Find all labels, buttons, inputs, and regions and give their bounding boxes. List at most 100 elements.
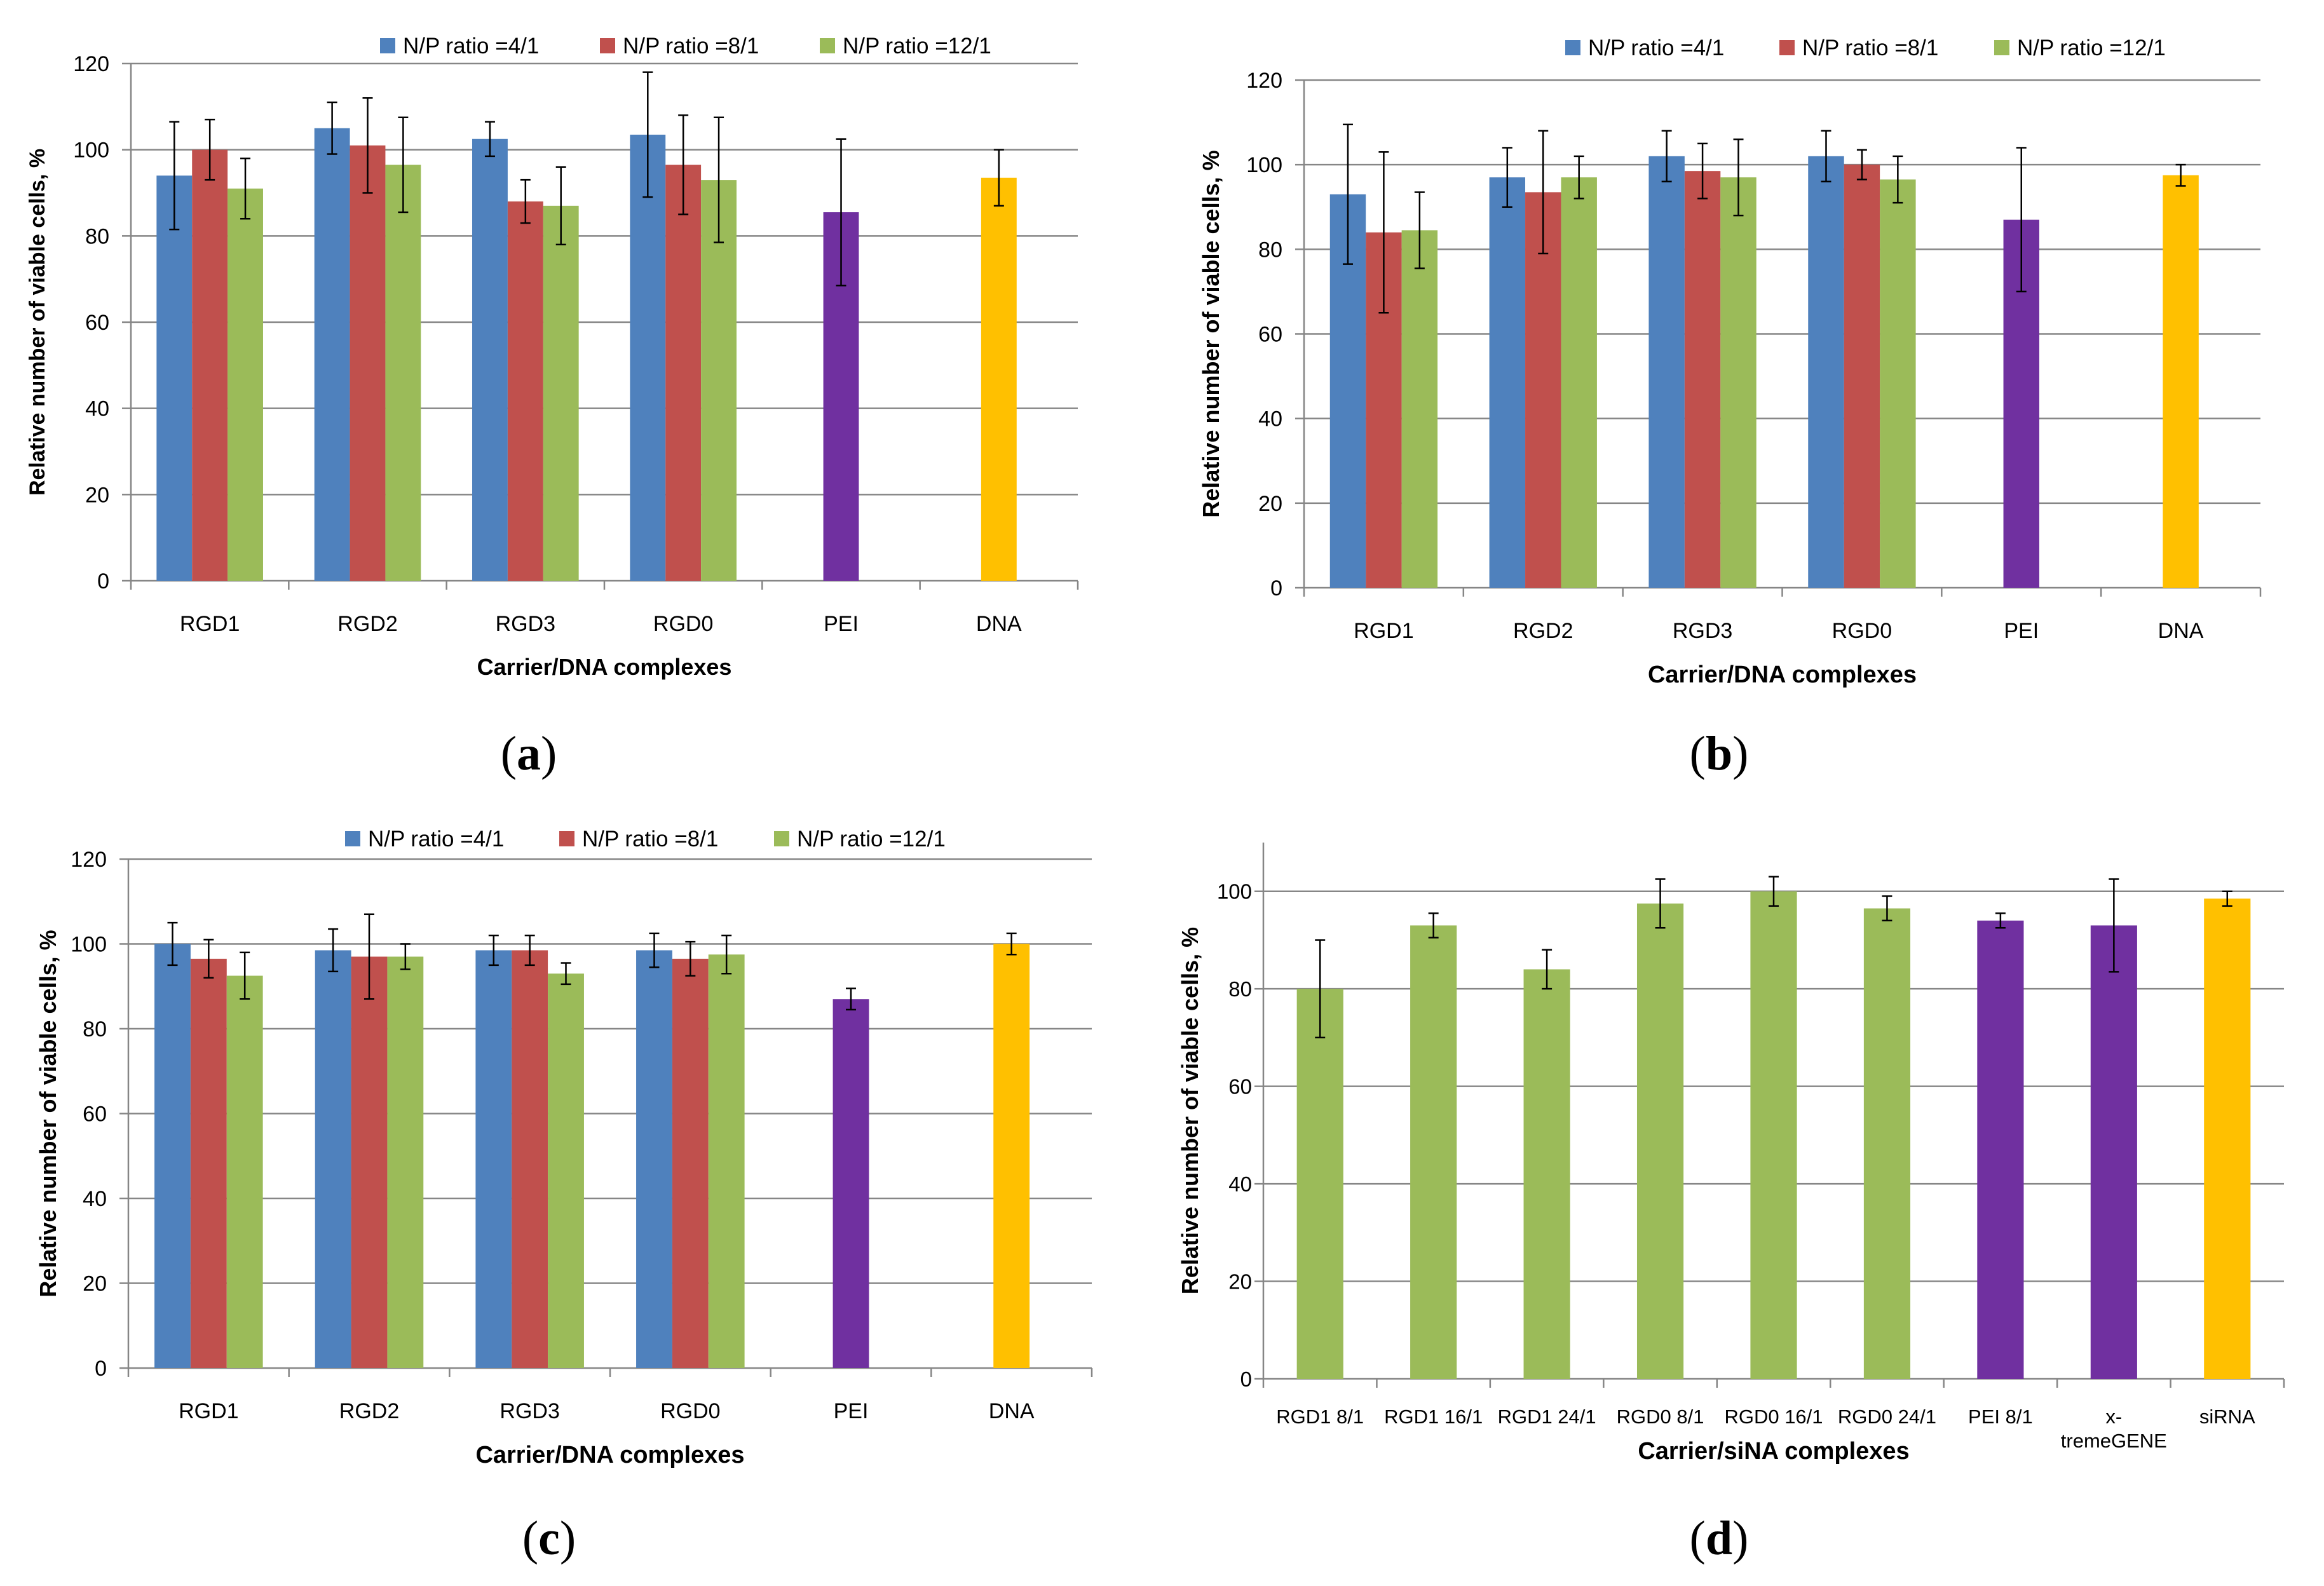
caption-b: (b)	[1689, 727, 1749, 780]
bar	[190, 958, 227, 1368]
legend-label: N/P ratio =8/1	[582, 827, 718, 851]
legend-swatch	[380, 38, 395, 53]
chart-panel-d: 0 20 40 60 80 100 RGD1 8/1 RGD1 16/1 RGD1 24/1 RG…	[1177, 843, 2285, 1465]
y-tick-label: 0	[1270, 576, 1282, 600]
x-tick-label: RGD1 8/1	[1276, 1406, 1364, 1428]
y-tick-label: 80	[83, 1017, 107, 1041]
y-tick-label: 80	[85, 224, 109, 248]
x-tick-label: RGD2	[1513, 619, 1573, 643]
legend-swatch	[774, 831, 789, 846]
x-tick-label: DNA	[2158, 619, 2204, 643]
bar	[981, 177, 1017, 581]
y-tick-label: 120	[1246, 69, 1282, 93]
y-tick-label: 120	[73, 52, 109, 76]
legend-swatch	[600, 38, 615, 53]
x-tick-label: RGD1 16/1	[1384, 1406, 1483, 1428]
x-tick-label: RGD0	[1832, 619, 1892, 643]
x-tick-label: PEI	[2004, 619, 2039, 643]
legend-label: N/P ratio =12/1	[797, 827, 946, 851]
legend-swatch	[1565, 40, 1580, 55]
bar	[1880, 179, 1916, 588]
chart-panel-c: 0 20 40 60 80 100 120 RGD1 RGD2 RGD3 RGD0 PEI DNA N/P…	[35, 827, 1093, 1468]
y-tick-label: 20	[83, 1272, 107, 1296]
bar	[475, 950, 512, 1368]
bar	[1636, 903, 1684, 1379]
bar	[1808, 156, 1844, 588]
x-tick-label: RGD3	[499, 1399, 559, 1423]
bar	[1720, 177, 1757, 588]
y-axis-title: Relative number of viable cells, %	[1198, 150, 1224, 517]
legend-label: N/P ratio =4/1	[403, 34, 539, 58]
y-tick-label: 120	[71, 848, 107, 872]
bar	[1296, 989, 1343, 1379]
x-tick-label: RGD0	[660, 1399, 720, 1423]
bar	[1863, 908, 1911, 1379]
x-tick-label: RGD3	[1673, 619, 1732, 643]
x-tick-label: RGD0 24/1	[1838, 1406, 1936, 1428]
legend-label: N/P ratio =12/1	[843, 34, 991, 58]
x-tick-label: RGD2	[339, 1399, 399, 1423]
bar	[1525, 192, 1561, 588]
x-tick-label: DNA	[989, 1399, 1035, 1423]
x-tick-label: RGD1	[180, 612, 240, 636]
x-tick-label: PEI	[824, 612, 859, 636]
y-axis-title: Relative number of viable cells, %	[35, 930, 61, 1297]
y-tick-label: 100	[71, 933, 107, 957]
bar	[1977, 920, 2024, 1379]
x-tick-label: PEI	[834, 1399, 869, 1423]
y-tick-label: 40	[1228, 1172, 1252, 1196]
chart-panel-b: 0 20 40 60 80 100 120 RGD1 RGD2 RGD3 RGD0 PEI DNA N/P…	[1198, 36, 2262, 688]
y-tick-label: 80	[1258, 238, 1282, 262]
legend-swatch	[345, 831, 360, 846]
y-tick-label: 60	[83, 1102, 107, 1127]
legend-label: N/P ratio =8/1	[623, 34, 759, 58]
y-tick-label: 60	[1228, 1075, 1252, 1099]
x-tick-label: siRNA	[2199, 1406, 2255, 1428]
legend-swatch	[1779, 40, 1795, 55]
legend-label: N/P ratio =4/1	[1588, 36, 1724, 60]
bar	[350, 145, 386, 581]
bar	[665, 165, 702, 581]
bar	[630, 134, 666, 581]
bar	[1750, 891, 1797, 1379]
x-axis-title: Carrier/siNA complexes	[1638, 1438, 1909, 1465]
x-tick-label: RGD3	[496, 612, 555, 636]
y-tick-label: 100	[1217, 880, 1252, 904]
bar	[512, 950, 548, 1368]
bar	[993, 944, 1030, 1368]
bar	[1523, 969, 1570, 1379]
x-tick-label: PEI 8/1	[1968, 1406, 2033, 1428]
x-tick-label: RGD0	[653, 612, 713, 636]
x-tick-label: RGD0 16/1	[1724, 1406, 1823, 1428]
legend-label: N/P ratio =8/1	[1802, 36, 1938, 60]
caption-a: (a)	[500, 727, 557, 780]
bar	[154, 944, 191, 1368]
legend-label: N/P ratio =12/1	[2017, 36, 2166, 60]
caption-c: (c)	[522, 1512, 576, 1565]
bar	[1684, 171, 1721, 588]
bar	[832, 999, 869, 1368]
y-tick-label: 0	[97, 569, 109, 593]
bar	[387, 956, 424, 1368]
x-tick-label: tremeGENE	[2061, 1430, 2167, 1452]
bar	[192, 149, 228, 581]
y-axis-title: Relative number of viable cells, %	[25, 149, 50, 496]
bar	[1410, 925, 1457, 1379]
bar	[2163, 175, 2199, 588]
bar	[543, 205, 579, 581]
y-tick-label: 40	[83, 1187, 107, 1211]
y-tick-label: 20	[1228, 1270, 1252, 1294]
x-tick-label: RGD1	[1354, 619, 1413, 643]
x-tick-label: RGD2	[337, 612, 397, 636]
x-tick-label: DNA	[976, 612, 1022, 636]
bar	[385, 165, 421, 581]
legend-swatch	[820, 38, 835, 53]
legend-label: N/P ratio =4/1	[368, 827, 504, 851]
bar	[228, 188, 263, 581]
y-tick-label: 20	[85, 483, 109, 507]
y-tick-label: 60	[1258, 323, 1282, 347]
x-tick-label: RGD0 8/1	[1617, 1406, 1704, 1428]
bar	[314, 128, 350, 581]
y-axis-title: Relative number of viable cells, %	[1177, 927, 1203, 1294]
chart-panel-a: 0 20 40 60 80 100 120 RGD1 RGD2 RGD3 RGD0 PEI DNA N/P…	[25, 34, 1079, 680]
